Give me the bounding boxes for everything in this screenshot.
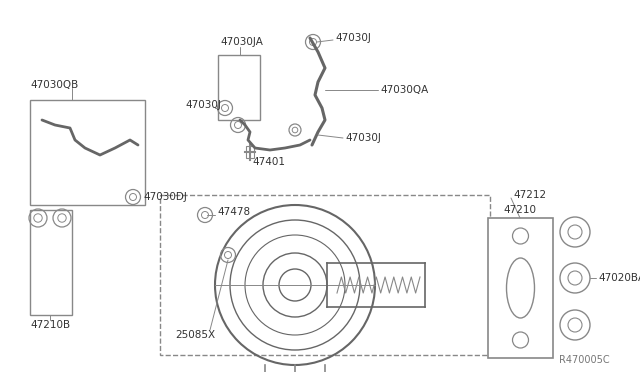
Text: 47401: 47401: [252, 157, 285, 167]
Bar: [30, 100, 145, 205]
Text: 47030J: 47030J: [335, 33, 371, 43]
Text: 47030J: 47030J: [345, 133, 381, 143]
Text: 47212: 47212: [513, 190, 546, 200]
Text: 47210B: 47210B: [30, 320, 70, 330]
Text: 47210: 47210: [503, 205, 536, 215]
Bar: [160, 195, 490, 355]
Bar: [488, 218, 553, 358]
Text: 25085X: 25085X: [175, 330, 215, 340]
Text: 47478: 47478: [217, 207, 250, 217]
Text: 47030DJ: 47030DJ: [143, 192, 187, 202]
Bar: [246, 146, 254, 158]
Bar: [218, 55, 260, 120]
Text: 47030QA: 47030QA: [380, 85, 428, 95]
Bar: [30, 210, 72, 315]
Text: R470005C: R470005C: [559, 355, 610, 365]
Text: 47020BA: 47020BA: [598, 273, 640, 283]
Text: 47030JA: 47030JA: [220, 37, 263, 47]
Text: 47030QB: 47030QB: [30, 80, 78, 90]
Text: 47030J: 47030J: [185, 100, 221, 110]
